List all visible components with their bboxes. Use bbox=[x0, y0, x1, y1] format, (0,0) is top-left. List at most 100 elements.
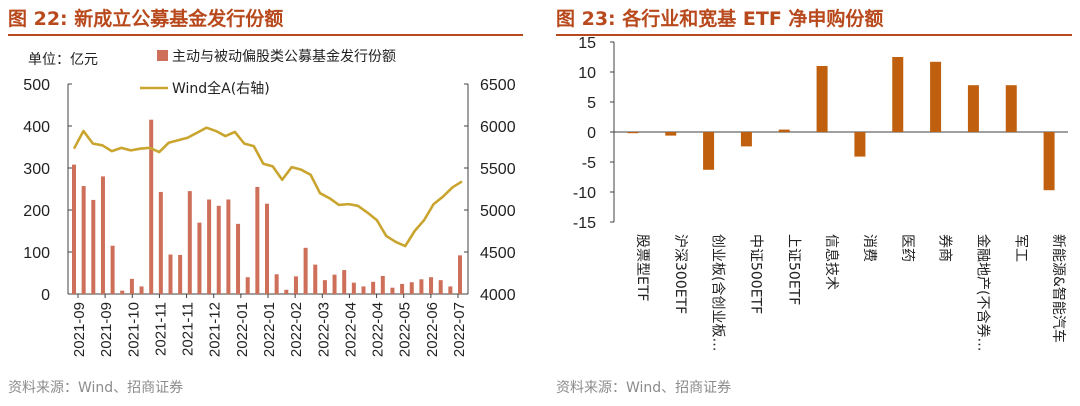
left-chart-title: 图 22: 新成立公募基金发行份额 bbox=[8, 8, 284, 30]
fund-bar bbox=[72, 164, 76, 294]
fund-bar bbox=[400, 283, 405, 294]
x-tick-label: 2022-04 bbox=[342, 302, 359, 357]
y2-tick-label: 6500 bbox=[480, 77, 516, 94]
y-tick-label: 200 bbox=[23, 203, 50, 220]
category-label: 券商 bbox=[937, 234, 953, 262]
x-tick-label: 2021-11 bbox=[152, 302, 169, 356]
etf-bar bbox=[1043, 132, 1055, 191]
x-tick-label: 2021-09 bbox=[98, 302, 115, 357]
left-chart: 单位：亿元 0 100 200 300 400 500 4000 4500 5000 5500 60… bbox=[23, 48, 516, 357]
right-category-labels: 股票型ETF 沪深300ETF 创业板(含创业板… 中证500ETF 上证50ETF 信息… bbox=[634, 234, 1067, 351]
legend-bar-swatch bbox=[157, 50, 168, 61]
fund-bar bbox=[91, 199, 96, 294]
fund-bar bbox=[274, 274, 279, 294]
etf-bar bbox=[930, 61, 942, 132]
fund-bar bbox=[207, 199, 212, 294]
fund-bar bbox=[351, 282, 356, 294]
etf-bar bbox=[854, 132, 866, 157]
x-tick-label: 2022-01 bbox=[234, 302, 251, 357]
y-tick-label: 0 bbox=[587, 125, 596, 142]
fund-bar bbox=[197, 222, 202, 294]
fund-bar bbox=[110, 245, 115, 294]
etf-bar bbox=[816, 66, 828, 132]
category-label: 军工 bbox=[1012, 234, 1028, 262]
right-axes: 15 10 5 0 -5 -10 -15 bbox=[573, 35, 1068, 232]
fund-bar bbox=[448, 286, 453, 294]
etf-bar bbox=[1005, 85, 1017, 132]
y-tick-label: 300 bbox=[23, 161, 50, 178]
x-tick-label: 2022-03 bbox=[315, 302, 332, 357]
fund-bar bbox=[139, 286, 144, 294]
fund-bar bbox=[158, 191, 163, 294]
y-tick-label: 0 bbox=[41, 287, 50, 304]
category-label: 沪深300ETF bbox=[672, 234, 688, 314]
y2-tick-label: 6000 bbox=[480, 119, 516, 136]
fund-bar bbox=[438, 280, 443, 294]
x-tick-label: 2022-07 bbox=[451, 302, 468, 357]
y-tick-label: 15 bbox=[578, 35, 596, 52]
fund-bar bbox=[322, 280, 327, 294]
fund-bar bbox=[100, 176, 105, 294]
y-tick-label: -15 bbox=[573, 215, 596, 232]
fund-bar bbox=[245, 277, 250, 294]
right-bars bbox=[627, 57, 1055, 191]
category-label: 创业板(含创业板… bbox=[710, 234, 726, 351]
y-tick-label: 100 bbox=[23, 245, 50, 262]
category-label: 消费 bbox=[861, 234, 877, 262]
y-tick-label: 500 bbox=[23, 77, 50, 94]
etf-bar bbox=[778, 129, 790, 132]
left-source: 资料来源：Wind、招商证券 bbox=[8, 380, 184, 396]
x-tick-label: 2021-10 bbox=[125, 302, 142, 357]
x-tick-label: 2022-02 bbox=[288, 302, 305, 357]
left-x-ticks: 2021-09 2021-09 2021-10 2021-11 2021-11 2021-… bbox=[71, 294, 468, 357]
category-label: 股票型ETF bbox=[634, 234, 650, 301]
fund-bar bbox=[390, 287, 395, 294]
category-label: 新能源&智能汽车 bbox=[1050, 234, 1067, 343]
fund-bar bbox=[313, 264, 318, 294]
fund-bar bbox=[236, 223, 241, 294]
y-tick-label: 5 bbox=[587, 95, 596, 112]
y2-tick-label: 4000 bbox=[480, 287, 516, 304]
category-label: 上证50ETF bbox=[785, 234, 801, 305]
left-line bbox=[72, 126, 463, 248]
etf-bar bbox=[967, 85, 979, 132]
category-label: 信息技术 bbox=[823, 234, 840, 290]
left-title-rule bbox=[8, 34, 523, 36]
etf-bar bbox=[703, 132, 715, 170]
fund-bar bbox=[178, 254, 183, 294]
left-unit-label: 单位：亿元 bbox=[28, 52, 98, 68]
right-title-rule bbox=[556, 34, 1072, 36]
legend-bar-label: 主动与被动偏股类公募基金发行份额 bbox=[172, 48, 396, 65]
fund-bar bbox=[429, 277, 434, 294]
x-tick-label: 2022-04 bbox=[370, 302, 387, 357]
fund-bar bbox=[265, 203, 269, 294]
right-source: 资料来源：Wind、招商证券 bbox=[556, 380, 732, 396]
fund-bar bbox=[284, 289, 289, 294]
y2-tick-label: 4500 bbox=[480, 245, 516, 262]
right-chart-title: 图 23: 各行业和宽基 ETF 净申购份额 bbox=[556, 8, 884, 30]
fund-bar bbox=[129, 278, 134, 294]
x-tick-label: 2021-12 bbox=[207, 302, 224, 357]
x-tick-label: 2022-05 bbox=[397, 302, 414, 357]
y2-tick-label: 5000 bbox=[480, 203, 516, 220]
left-legend: 主动与被动偏股类公募基金发行份额 Wind全A(右轴) bbox=[140, 48, 396, 97]
fund-bar bbox=[409, 282, 414, 294]
left-bars bbox=[72, 119, 462, 294]
fund-bar bbox=[361, 286, 366, 294]
fund-bar bbox=[419, 279, 424, 294]
fund-bar bbox=[120, 290, 125, 294]
x-tick-label: 2021-09 bbox=[71, 302, 88, 357]
category-label: 医药 bbox=[899, 234, 915, 262]
y-tick-label: 400 bbox=[23, 119, 50, 136]
etf-bar bbox=[892, 57, 904, 132]
fund-bar bbox=[168, 254, 173, 294]
etf-bar bbox=[627, 132, 639, 134]
fund-bar bbox=[371, 281, 376, 294]
fund-bar bbox=[255, 186, 260, 294]
etf-bar bbox=[740, 132, 752, 147]
fund-bar bbox=[81, 186, 86, 294]
category-label: 金融地产(不含券… bbox=[974, 234, 990, 351]
fund-bar bbox=[458, 255, 462, 294]
fund-bar bbox=[149, 119, 154, 294]
